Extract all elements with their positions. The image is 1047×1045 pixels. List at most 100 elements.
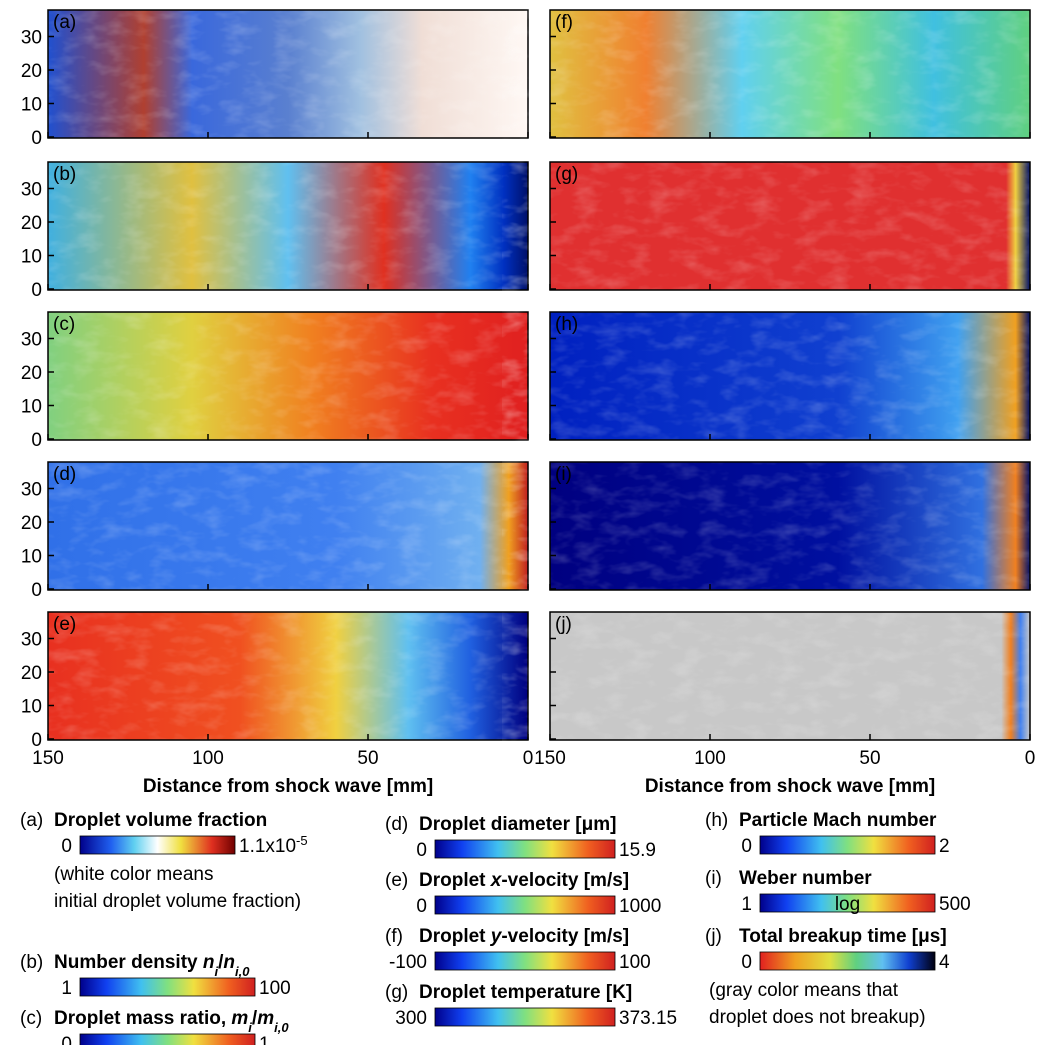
colorbar-title: Droplet temperature [K]	[419, 982, 632, 1003]
colorbar-max: 15.9	[619, 840, 656, 861]
colorbar-key: (c)	[20, 1008, 42, 1029]
panel-frame	[549, 311, 1031, 441]
title-part: i	[248, 1020, 252, 1035]
panel-label: (c)	[53, 314, 75, 335]
panel-label: (e)	[53, 614, 76, 635]
colorbar-min: 0	[741, 952, 752, 973]
title-part: m	[257, 1008, 274, 1029]
x-tick-label: 0	[523, 748, 534, 769]
max-part: 15.9	[619, 840, 656, 861]
colorbar-key: (e)	[385, 870, 408, 891]
max-part: 1.1x10	[239, 836, 296, 857]
y-tick-label: 30	[21, 480, 42, 501]
y-tick-label: 20	[21, 213, 42, 234]
title-part: Particle Mach number	[739, 810, 937, 831]
title-part: Weber number	[739, 868, 872, 889]
colorbar-key: (d)	[385, 814, 408, 835]
panel-frame	[549, 611, 1031, 741]
colorbar	[434, 951, 616, 971]
x-axis-label: Distance from shock wave [mm]	[143, 776, 433, 797]
y-tick-label: 0	[31, 580, 42, 601]
panel-label: (i)	[555, 464, 572, 485]
colorbar-max: 500	[939, 894, 971, 915]
colorbar-note: initial droplet volume fraction)	[54, 891, 301, 912]
colorbar	[434, 1007, 616, 1027]
title-part: Droplet	[419, 870, 491, 891]
field-texture	[550, 10, 1030, 138]
y-tick-label: 0	[31, 280, 42, 301]
field-texture	[48, 10, 528, 138]
title-part: i,0	[274, 1020, 289, 1035]
colorbar	[79, 977, 256, 997]
x-tick-label: 100	[192, 748, 224, 769]
max-part: -5	[296, 833, 308, 848]
colorbar	[79, 835, 236, 855]
y-tick-label: 30	[21, 630, 42, 651]
max-part: 2	[939, 836, 950, 857]
colorbar-note: (white color means	[54, 864, 213, 885]
colorbar-key: (b)	[20, 952, 43, 973]
field-texture	[48, 462, 528, 590]
y-tick-label: 20	[21, 663, 42, 684]
y-tick-label: 20	[21, 61, 42, 82]
colorbar-title: Droplet diameter [μm]	[419, 814, 616, 835]
colorbar-max: 100	[619, 952, 651, 973]
max-part: 100	[619, 952, 651, 973]
max-part: 1000	[619, 896, 661, 917]
panel-frame	[47, 461, 529, 591]
y-tick-label: 20	[21, 513, 42, 534]
y-tick-label: 0	[31, 430, 42, 451]
x-tick-label: 150	[534, 748, 566, 769]
x-tick-label: 0	[1025, 748, 1036, 769]
colorbar	[759, 835, 936, 855]
y-tick-label: 0	[31, 730, 42, 751]
title-part: Droplet volume fraction	[54, 810, 267, 831]
colorbar-min: 0	[61, 836, 72, 857]
max-part: 1	[259, 1034, 270, 1045]
panel-frame	[47, 161, 529, 291]
colorbar-title: Droplet volume fraction	[54, 810, 267, 831]
field-texture	[550, 312, 1030, 440]
title-part: n	[203, 952, 215, 973]
y-tick-label: 10	[21, 95, 42, 116]
colorbar-min: 0	[61, 1034, 72, 1045]
title-part: n	[223, 952, 235, 973]
colorbar-min: -100	[389, 952, 427, 973]
title-part: μ	[582, 814, 594, 835]
y-tick-label: 10	[21, 697, 42, 718]
title-part: -velocity [m/s]	[501, 870, 629, 891]
colorbar-max: 1	[259, 1034, 270, 1045]
panel-label: (b)	[53, 164, 76, 185]
colorbar-note: droplet does not breakup)	[709, 1007, 926, 1028]
title-part: s]	[930, 926, 947, 947]
colorbar-key: (h)	[705, 810, 728, 831]
title-part: Droplet	[419, 926, 491, 947]
x-axis-label: Distance from shock wave [mm]	[645, 776, 935, 797]
colorbar-key: (g)	[385, 982, 408, 1003]
title-part: y	[490, 926, 503, 947]
panel-label: (g)	[555, 164, 578, 185]
title-part: Number density	[54, 952, 203, 973]
panel-label: (f)	[555, 12, 573, 33]
title-part: m	[231, 1008, 248, 1029]
field-texture	[550, 462, 1030, 590]
title-part: i	[214, 964, 218, 979]
x-tick-label: 100	[694, 748, 726, 769]
field-texture	[550, 612, 1030, 740]
panel-frame	[549, 461, 1031, 591]
title-part: i,0	[235, 964, 250, 979]
panel-label: (a)	[53, 12, 76, 33]
x-tick-label: 150	[32, 748, 64, 769]
colorbar-key: (j)	[705, 926, 722, 947]
max-part: 500	[939, 894, 971, 915]
title-part: x	[490, 870, 503, 891]
colorbar	[434, 895, 616, 915]
colorbar-title: Droplet mass ratio, mi/mi,0	[54, 1008, 289, 1035]
colorbar-min: 300	[395, 1008, 427, 1029]
y-tick-label: 20	[21, 363, 42, 384]
colorbar-max: 100	[259, 978, 291, 999]
field-texture	[48, 612, 528, 740]
y-tick-label: 30	[21, 180, 42, 201]
y-tick-label: 10	[21, 547, 42, 568]
colorbar-max: 1.1x10-5	[239, 833, 308, 858]
